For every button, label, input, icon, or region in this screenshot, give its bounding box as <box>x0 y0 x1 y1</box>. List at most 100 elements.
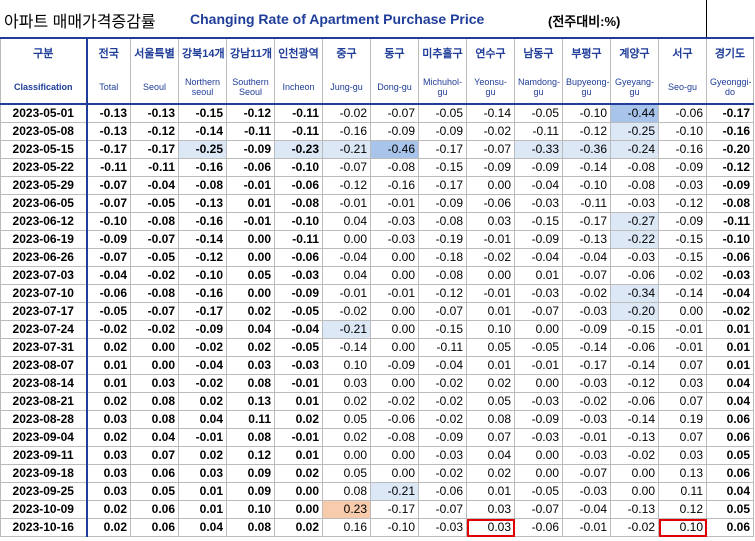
rate-cell: 0.00 <box>226 230 275 249</box>
rate-cell: -0.09 <box>418 428 467 447</box>
rate-cell: -0.10 <box>706 230 754 249</box>
rate-cell: 0.16 <box>322 518 371 537</box>
rate-cell: -0.15 <box>418 320 467 339</box>
rate-cell: 0.01 <box>706 338 754 357</box>
rate-cell: -0.09 <box>514 158 563 177</box>
rate-cell: -0.14 <box>658 284 707 303</box>
rate-cell: -0.21 <box>322 140 371 159</box>
data-row: 2023-08-07 0.01 0.00 -0.04 0.03 -0.03 0.10 -0.0… <box>0 356 754 375</box>
rate-cell: -0.09 <box>514 410 563 429</box>
rate-cell: -0.03 <box>418 446 467 465</box>
rate-cell: 0.03 <box>658 446 707 465</box>
rate-cell: -0.03 <box>370 212 419 231</box>
header-korean: 동구 <box>370 37 419 70</box>
rate-cell: -0.16 <box>370 176 419 195</box>
rate-cell: 0.02 <box>274 464 323 483</box>
rate-cell: 0.00 <box>370 320 419 339</box>
rate-cell: -0.05 <box>418 103 467 123</box>
rate-cell: -0.01 <box>658 320 707 339</box>
rate-cell: 0.03 <box>466 212 515 231</box>
rate-cell: -0.03 <box>658 176 707 195</box>
rate-cell: -0.07 <box>130 302 179 321</box>
rate-cell: -0.10 <box>370 518 419 537</box>
rate-cell: -0.15 <box>514 212 563 231</box>
data-row: 2023-07-03 -0.04 -0.02 -0.10 0.05 -0.03 0.04 0.… <box>0 266 754 285</box>
rate-cell: -0.10 <box>562 103 611 123</box>
rate-cell: -0.10 <box>274 158 323 177</box>
rate-cell: -0.25 <box>178 140 227 159</box>
rate-cell: -0.09 <box>466 158 515 177</box>
date-cell: 2023-09-04 <box>0 428 88 447</box>
rate-cell: -0.08 <box>706 194 754 213</box>
rate-cell: 0.04 <box>178 410 227 429</box>
header-row-english: Classification Total Seoul Northern seoul So… <box>0 70 754 105</box>
rate-cell: -0.05 <box>274 338 323 357</box>
rate-cell: 0.00 <box>322 446 371 465</box>
rate-cell: 0.02 <box>322 392 371 411</box>
rate-cell: -0.13 <box>610 428 659 447</box>
rate-cell: 0.03 <box>178 464 227 483</box>
rate-cell: 0.05 <box>226 266 275 285</box>
rate-cell: -0.04 <box>514 248 563 267</box>
rate-cell: -0.07 <box>418 302 467 321</box>
rate-cell: -0.02 <box>86 320 131 339</box>
rate-cell: -0.04 <box>322 248 371 267</box>
data-row: 2023-05-22 -0.11 -0.11 -0.16 -0.06 -0.10 -0.07… <box>0 158 754 177</box>
rate-cell: -0.07 <box>514 500 563 519</box>
rate-cell: 0.08 <box>226 374 275 393</box>
rate-cell: -0.07 <box>86 176 131 195</box>
rate-cell: -0.01 <box>370 194 419 213</box>
rate-cell: -0.24 <box>610 140 659 159</box>
rate-cell: 0.01 <box>178 500 227 519</box>
rate-cell: -0.06 <box>274 248 323 267</box>
rate-cell: -0.15 <box>658 230 707 249</box>
rate-cell: -0.04 <box>706 284 754 303</box>
rate-cell: 0.04 <box>226 320 275 339</box>
rate-cell: -0.08 <box>130 284 179 303</box>
rate-cell: -0.06 <box>274 176 323 195</box>
rate-cell: 0.04 <box>706 374 754 393</box>
rate-cell: 0.03 <box>86 410 131 429</box>
rate-cell: 0.23 <box>322 500 371 519</box>
rate-cell: -0.03 <box>274 266 323 285</box>
rate-cell: 0.02 <box>178 446 227 465</box>
rate-cell: -0.12 <box>418 284 467 303</box>
rate-cell: -0.09 <box>706 176 754 195</box>
rate-cell: -0.06 <box>466 194 515 213</box>
rate-cell: -0.15 <box>418 158 467 177</box>
date-cell: 2023-08-21 <box>0 392 88 411</box>
rate-cell: -0.07 <box>86 194 131 213</box>
header-korean: 서구 <box>658 37 707 70</box>
data-row: 2023-10-09 0.02 0.06 0.01 0.10 0.00 0.23 -0.17-… <box>0 500 754 519</box>
rate-cell: -0.17 <box>418 140 467 159</box>
date-cell: 2023-06-12 <box>0 212 88 231</box>
data-row: 2023-06-26 -0.07 -0.05 -0.12 0.00 -0.06 -0.04 0… <box>0 248 754 267</box>
rate-cell: -0.02 <box>130 320 179 339</box>
rate-cell: -0.13 <box>178 194 227 213</box>
rate-cell: -0.02 <box>322 103 371 123</box>
rate-cell: -0.33 <box>514 140 563 159</box>
rate-cell: -0.07 <box>418 500 467 519</box>
rate-cell: 0.01 <box>178 482 227 501</box>
rate-cell: 0.01 <box>706 320 754 339</box>
rate-cell: -0.23 <box>274 140 323 159</box>
rate-cell: 0.10 <box>658 518 707 537</box>
rate-cell: 0.03 <box>130 374 179 393</box>
rate-cell: -0.16 <box>178 212 227 231</box>
rate-cell: -0.08 <box>130 212 179 231</box>
rate-cell: -0.03 <box>562 302 611 321</box>
header-korean: 중구 <box>322 37 371 70</box>
data-row: 2023-07-17 -0.05 -0.07 -0.17 0.02 -0.05 -0.02 0… <box>0 302 754 321</box>
rate-cell: -0.07 <box>322 158 371 177</box>
rate-cell: -0.08 <box>370 428 419 447</box>
rate-cell: -0.17 <box>370 500 419 519</box>
rate-cell: 0.00 <box>274 482 323 501</box>
rate-cell: -0.03 <box>562 482 611 501</box>
rate-cell: 0.00 <box>658 302 707 321</box>
rate-cell: -0.12 <box>322 176 371 195</box>
title-bar: 아파트 매매가격증감률 Changing Rate of Apartment P… <box>0 0 755 37</box>
rate-cell: 0.00 <box>514 374 563 393</box>
rate-cell: -0.01 <box>514 356 563 375</box>
rate-cell: 0.07 <box>658 392 707 411</box>
header-english: Jung-gu <box>322 70 371 105</box>
